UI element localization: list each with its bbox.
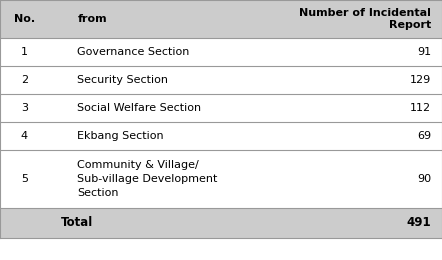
Bar — [0, 0, 442, 38]
Text: 491: 491 — [406, 217, 431, 230]
Text: 112: 112 — [410, 103, 431, 113]
Text: Number of Incidental
Report: Number of Incidental Report — [299, 8, 431, 30]
Text: Section: Section — [77, 188, 119, 198]
Text: Governance Section: Governance Section — [77, 47, 190, 57]
Text: 129: 129 — [410, 75, 431, 85]
Text: from: from — [77, 14, 107, 24]
Text: Total: Total — [61, 217, 93, 230]
Text: 91: 91 — [417, 47, 431, 57]
Bar — [0, 150, 442, 208]
Bar — [0, 94, 442, 122]
Text: Social Welfare Section: Social Welfare Section — [77, 103, 202, 113]
Text: 3: 3 — [21, 103, 28, 113]
Text: 5: 5 — [21, 174, 28, 184]
Bar — [0, 66, 442, 94]
Text: Ekbang Section: Ekbang Section — [77, 131, 164, 141]
Text: 90: 90 — [417, 174, 431, 184]
Bar — [0, 38, 442, 66]
Text: 4: 4 — [21, 131, 28, 141]
Text: 69: 69 — [417, 131, 431, 141]
Text: 1: 1 — [21, 47, 28, 57]
Text: Community & Village/: Community & Village/ — [77, 160, 199, 170]
Text: Security Section: Security Section — [77, 75, 168, 85]
Text: 2: 2 — [21, 75, 28, 85]
Text: No.: No. — [14, 14, 35, 24]
Bar — [0, 122, 442, 150]
Bar — [0, 208, 442, 238]
Text: Sub-village Development: Sub-village Development — [77, 174, 218, 184]
